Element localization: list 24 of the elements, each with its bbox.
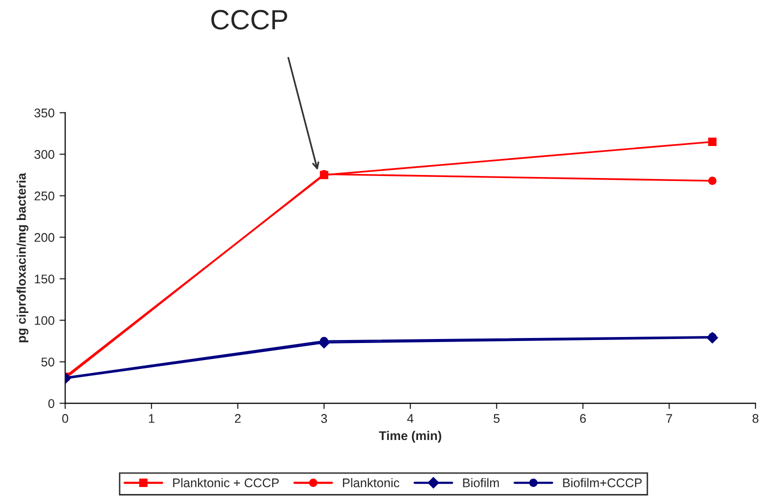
legend-label: Planktonic [342,478,400,488]
text: CCCP [211,10,288,30]
y-tick-label: 50 [41,358,54,366]
x-tick-label: 1 [148,414,154,423]
y-tick-label: 150 [34,274,54,284]
y-tick-label: 0 [48,399,54,408]
x-tick-label: 3 [321,414,327,423]
y-axis-title: pg ciprofloxacin/mg bacteria [16,172,28,342]
legend-label: Biofilm [463,478,499,488]
y-tick-label: 200 [34,233,54,242]
y-tick-label: 250 [34,192,54,200]
y-tick-label: 300 [34,150,54,159]
x-tick-label: 7 [666,414,672,423]
x-tick-label: 0 [62,414,68,423]
legend-label: Biofilm+CCCP [563,478,642,488]
legend-label: Planktonic + CCCP [173,478,279,488]
x-tick-label: 2 [234,414,241,423]
y-tick-label: 100 [34,316,54,325]
x-tick-label: 5 [494,414,500,423]
y-tick-label: 350 [34,108,54,118]
x-axis-title: Time (min) [379,430,442,443]
x-tick-label: 6 [580,414,586,423]
x-tick-label: 4 [407,414,414,423]
x-tick-label: 8 [752,414,758,423]
